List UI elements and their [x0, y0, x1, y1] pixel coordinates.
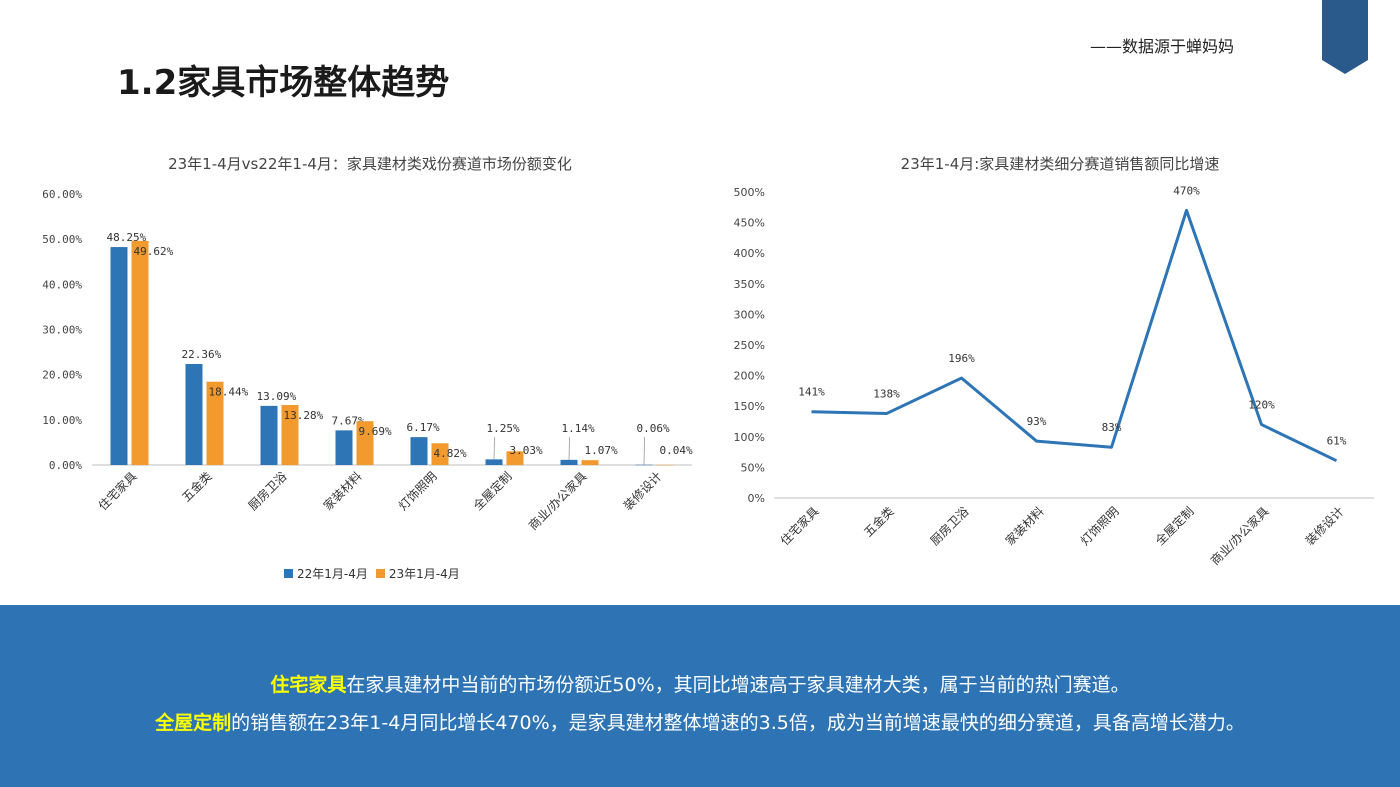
bar-data-label: 1.14%	[562, 422, 595, 435]
line-data-label: 138%	[873, 388, 900, 401]
bar-22	[110, 247, 128, 465]
bar-data-label: 1.07%	[585, 444, 618, 457]
bar-y-tick-label: 60.00%	[42, 188, 82, 201]
line-y-tick-label: 400%	[734, 247, 765, 260]
bar-y-tick-label: 0.00%	[49, 459, 82, 472]
line-y-tick-label: 500%	[734, 186, 765, 199]
line-x-tick-label: 家装材料	[1002, 504, 1047, 549]
bar-22	[260, 405, 278, 465]
bar-data-label: 0.04%	[660, 444, 693, 457]
line-x-tick-label: 住宅家具	[777, 504, 822, 549]
bar-23	[506, 451, 524, 465]
bar-y-tick-label: 10.00%	[42, 414, 82, 427]
bar-data-label: 48.25%	[107, 231, 147, 244]
bar-23	[581, 460, 599, 465]
bar-y-tick-label: 20.00%	[42, 369, 82, 382]
bar-23	[206, 381, 224, 465]
bar-y-tick-label: 40.00%	[42, 278, 82, 291]
line-x-tick-label: 全屋定制	[1152, 504, 1197, 549]
line-x-tick-label: 五金类	[861, 504, 897, 540]
legend-swatch-22	[284, 569, 293, 578]
line-data-label: 83%	[1102, 421, 1122, 434]
legend-swatch-23	[375, 569, 385, 578]
bar-data-label: 9.69%	[359, 425, 392, 438]
bar-23	[656, 464, 674, 466]
line-y-tick-label: 300%	[734, 308, 765, 321]
line-x-tick-label: 商业/办公家具	[1207, 504, 1271, 568]
line-data-label: 196%	[948, 352, 975, 365]
bar-y-tick-label: 50.00%	[42, 233, 82, 246]
summary-band: 住宅家具在家具建材中当前的市场份额近50%，其同比增速高于家具建材大类，属于当前…	[0, 605, 1400, 787]
bar-label-leader	[493, 436, 495, 460]
corner-ribbon	[1322, 0, 1368, 74]
line-data-label: 470%	[1173, 184, 1200, 197]
legend-label-23: 23年1月-4月	[388, 567, 460, 581]
bar-22	[185, 364, 203, 465]
summary-highlight-1: 住宅家具	[270, 674, 347, 696]
line-y-tick-label: 0%	[748, 492, 765, 505]
summary-text-2: 的销售额在23年1-4月同比增长470%，是家具建材整体增速的3.5倍，成为当前…	[231, 712, 1245, 734]
legend-label-22: 22年1月-4月	[297, 567, 368, 581]
bar-chart-title: 23年1-4月vs22年1-4月：家具建材类戏份赛道市场份额变化	[168, 155, 572, 173]
bar-23	[356, 421, 374, 465]
line-y-tick-label: 200%	[734, 370, 765, 383]
line-x-tick-label: 厨房卫浴	[927, 504, 972, 549]
bar-label-leader	[643, 436, 645, 465]
summary-line-2: 全屋定制的销售额在23年1-4月同比增长470%，是家具建材整体增速的3.5倍，…	[0, 708, 1400, 735]
bar-data-label: 0.06%	[637, 422, 670, 435]
bar-22	[485, 459, 503, 465]
bar-22	[410, 437, 428, 465]
line-y-tick-label: 250%	[734, 339, 765, 352]
line-chart-title: 23年1-4月:家具建材类细分赛道销售额同比增速	[900, 155, 1220, 173]
line-x-tick-label: 灯饰照明	[1078, 504, 1122, 548]
line-y-tick-label: 450%	[734, 217, 765, 230]
line-y-tick-label: 50%	[741, 461, 765, 474]
bar-chart: 0.00% 10.00% 20.00% 30.00% 40.00% 50.00% 60.00…	[42, 188, 693, 533]
bar-chart-legend: 22年1月-4月 23年1月-4月	[284, 565, 468, 582]
summary-text-1: 在家具建材中当前的市场份额近50%，其同比增速高于家具建材大类，属于当前的热门赛…	[346, 674, 1130, 696]
bar-23	[281, 405, 299, 465]
page-title: 1.2家具市场整体趋势	[117, 63, 450, 103]
line-data-label: 141%	[798, 386, 825, 399]
line-x-tick-label: 装修设计	[1302, 504, 1347, 549]
line-y-tick-label: 150%	[734, 400, 765, 413]
bar-23	[431, 443, 449, 465]
bar-23	[131, 240, 149, 465]
bar-data-label: 1.25%	[487, 422, 520, 435]
bar-22	[335, 430, 353, 465]
bar-label-leader	[568, 436, 570, 460]
summary-line-1: 住宅家具在家具建材中当前的市场份额近50%，其同比增速高于家具建材大类，属于当前…	[0, 670, 1400, 697]
line-data-label: 61%	[1327, 435, 1347, 448]
line-data-label: 93%	[1027, 415, 1047, 428]
line-data-label: 120%	[1248, 399, 1275, 412]
source-note: ——数据源于蝉妈妈	[1090, 37, 1235, 56]
bar-data-label: 4.82%	[434, 447, 467, 460]
legend-item-23: 23年1月-4月	[375, 565, 460, 582]
bar-data-label: 18.44%	[209, 386, 249, 399]
line-chart: 0% 50% 100% 150% 200% 250% 300% 350% 400% 450% 500…	[734, 184, 1374, 568]
line-series	[811, 208, 1338, 463]
bar-data-label: 22.36%	[182, 348, 222, 361]
bar-data-label: 13.09%	[257, 390, 297, 403]
bar-22	[635, 464, 653, 466]
line-y-tick-label: 350%	[734, 278, 765, 291]
bar-data-label: 6.17%	[407, 421, 440, 434]
bar-data-label: 3.03%	[510, 444, 543, 457]
line-y-tick-label: 100%	[734, 431, 765, 444]
bar-data-label: 13.28%	[284, 409, 324, 422]
bar-22	[560, 459, 578, 465]
legend-item-22: 22年1月-4月	[284, 565, 368, 582]
summary-highlight-2: 全屋定制	[155, 712, 232, 734]
bar-data-label: 49.62%	[134, 245, 174, 258]
bar-y-tick-label: 30.00%	[42, 324, 82, 337]
